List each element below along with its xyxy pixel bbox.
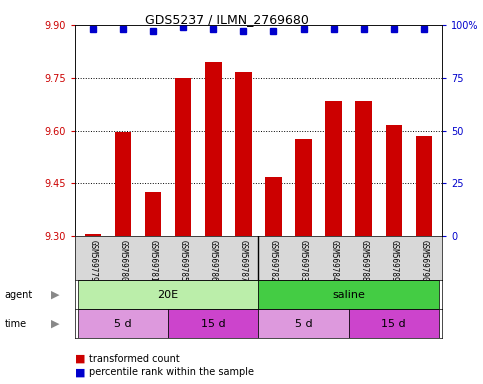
Text: saline: saline <box>332 290 365 300</box>
Bar <box>258 309 349 338</box>
Text: GSM569780: GSM569780 <box>118 240 128 281</box>
Text: GDS5237 / ILMN_2769680: GDS5237 / ILMN_2769680 <box>145 13 309 26</box>
Text: 20E: 20E <box>157 290 179 300</box>
Bar <box>78 280 258 309</box>
Text: GSM569785: GSM569785 <box>179 240 188 281</box>
Text: 15 d: 15 d <box>201 318 226 329</box>
Bar <box>78 309 168 338</box>
Text: 5 d: 5 d <box>114 318 132 329</box>
Bar <box>85 234 101 236</box>
Bar <box>265 177 282 236</box>
Text: GSM569788: GSM569788 <box>359 240 368 281</box>
Bar <box>349 309 439 338</box>
Text: GSM569787: GSM569787 <box>239 240 248 281</box>
Bar <box>145 192 161 236</box>
Bar <box>385 125 402 236</box>
Bar <box>258 280 439 309</box>
Text: GSM569784: GSM569784 <box>329 240 338 281</box>
Text: 5 d: 5 d <box>295 318 313 329</box>
Text: ▶: ▶ <box>51 318 60 329</box>
Text: GSM569786: GSM569786 <box>209 240 218 281</box>
Bar <box>115 132 131 236</box>
Text: percentile rank within the sample: percentile rank within the sample <box>89 367 255 377</box>
Text: time: time <box>5 318 27 329</box>
Bar <box>415 136 432 236</box>
Text: ■: ■ <box>75 367 85 377</box>
Text: GSM569782: GSM569782 <box>269 240 278 281</box>
Text: ■: ■ <box>75 354 85 364</box>
Bar <box>168 309 258 338</box>
Bar <box>355 101 372 236</box>
Text: GSM569779: GSM569779 <box>88 240 98 281</box>
Text: GSM569790: GSM569790 <box>419 240 428 281</box>
Text: ▶: ▶ <box>51 290 60 300</box>
Text: GSM569781: GSM569781 <box>149 240 157 281</box>
Bar <box>175 78 191 236</box>
Text: GSM569789: GSM569789 <box>389 240 398 281</box>
Bar <box>295 139 312 236</box>
Bar <box>235 73 252 236</box>
Text: agent: agent <box>5 290 33 300</box>
Text: transformed count: transformed count <box>89 354 180 364</box>
Text: GSM569783: GSM569783 <box>299 240 308 281</box>
Text: 15 d: 15 d <box>382 318 406 329</box>
Bar <box>205 62 222 236</box>
Bar <box>326 101 342 236</box>
